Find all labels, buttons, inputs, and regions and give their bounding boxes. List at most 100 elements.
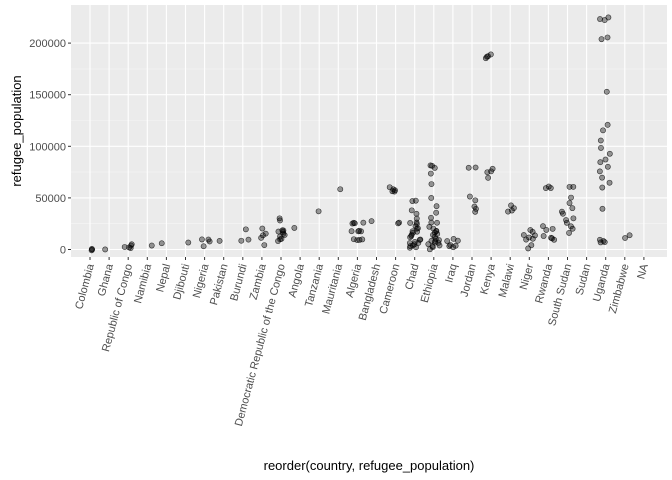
data-point — [89, 246, 96, 253]
data-point — [428, 237, 435, 244]
y-tick-label: 50000 — [35, 193, 66, 205]
data-point — [549, 225, 556, 232]
data-point — [602, 156, 609, 163]
data-point — [566, 200, 573, 206]
data-point — [278, 235, 285, 242]
data-point — [260, 232, 266, 239]
data-point — [444, 238, 451, 244]
data-point — [242, 226, 249, 233]
x-tick-label: Kenya — [478, 262, 498, 296]
data-point — [279, 227, 286, 234]
data-points — [88, 14, 633, 254]
data-point — [505, 208, 511, 215]
data-point — [360, 219, 367, 226]
data-point — [406, 240, 413, 246]
x-tick-label: Angola — [287, 262, 308, 299]
data-point — [413, 210, 420, 217]
data-point — [566, 183, 573, 190]
data-point — [485, 53, 491, 60]
data-point — [604, 163, 611, 170]
data-point — [526, 234, 532, 241]
data-point — [540, 223, 546, 230]
data-point — [482, 55, 489, 62]
data-point — [488, 168, 494, 175]
data-point — [520, 232, 527, 238]
data-point — [434, 231, 441, 237]
data-point — [415, 225, 421, 232]
data-point — [277, 217, 283, 224]
data-point — [434, 219, 440, 226]
data-point — [542, 185, 549, 192]
data-point — [433, 209, 440, 216]
x-axis-title: reorder(country, refugee_population) — [264, 458, 475, 473]
x-tick-label: Djibouti — [171, 263, 192, 302]
x-tick-label: Nigeria — [191, 262, 212, 300]
x-tick-label: Malawi — [497, 263, 517, 299]
data-point — [409, 198, 416, 204]
x-tick-label: Ghana — [96, 262, 116, 298]
data-point — [429, 244, 436, 251]
x-tick-label: Burundi — [228, 263, 249, 303]
x-tick-label: Iraq — [443, 263, 460, 284]
data-point — [355, 228, 362, 235]
data-point — [238, 237, 245, 244]
data-point — [121, 244, 128, 250]
data-point — [487, 51, 494, 58]
data-point — [431, 164, 438, 171]
x-tick-label: Namibia — [132, 262, 154, 305]
data-point — [349, 220, 356, 227]
data-point — [543, 227, 550, 233]
y-tick-label: 100000 — [29, 141, 66, 153]
data-point — [413, 244, 419, 251]
data-point — [102, 246, 109, 253]
data-point — [606, 179, 613, 186]
data-point — [598, 36, 605, 43]
data-point — [598, 145, 604, 151]
data-point — [465, 164, 472, 171]
grid-lines — [71, 5, 667, 257]
y-tick-label: 0 — [60, 245, 66, 257]
x-tick-label: Nepal — [154, 263, 173, 294]
data-point — [599, 174, 605, 181]
data-point — [337, 186, 344, 193]
data-point — [406, 244, 413, 251]
data-point — [396, 219, 403, 226]
data-point — [427, 170, 434, 177]
data-point — [428, 195, 435, 201]
data-point — [281, 232, 288, 238]
data-point — [408, 207, 415, 214]
data-point — [348, 228, 355, 235]
data-point — [597, 239, 604, 246]
x-tick-label: Zambia — [248, 262, 269, 301]
data-point — [436, 242, 443, 249]
y-axis-title: refugee_population — [9, 75, 24, 186]
data-point — [466, 193, 473, 200]
x-tick-label: Sudan — [574, 263, 594, 297]
y-tick-label: 150000 — [29, 90, 66, 102]
data-point — [604, 121, 611, 128]
data-point — [407, 220, 414, 226]
data-point — [446, 243, 453, 250]
data-point — [597, 16, 603, 22]
data-point — [601, 17, 608, 23]
data-point — [606, 150, 613, 157]
x-tick-label: Colombia — [73, 262, 97, 311]
data-point — [532, 232, 538, 239]
data-point — [126, 244, 133, 251]
data-point — [205, 236, 212, 243]
data-point — [570, 215, 577, 222]
data-point — [547, 185, 554, 191]
data-point — [525, 245, 532, 252]
x-tick-label: Ethiopia — [419, 262, 441, 304]
data-point — [472, 197, 479, 204]
data-point — [540, 233, 547, 239]
data-point — [454, 237, 461, 244]
y-tick-label: 200000 — [29, 38, 66, 50]
x-tick-label: Rwanda — [533, 262, 555, 305]
data-point — [597, 137, 604, 144]
data-point — [568, 223, 574, 230]
data-point — [428, 181, 435, 187]
data-point — [622, 235, 628, 241]
